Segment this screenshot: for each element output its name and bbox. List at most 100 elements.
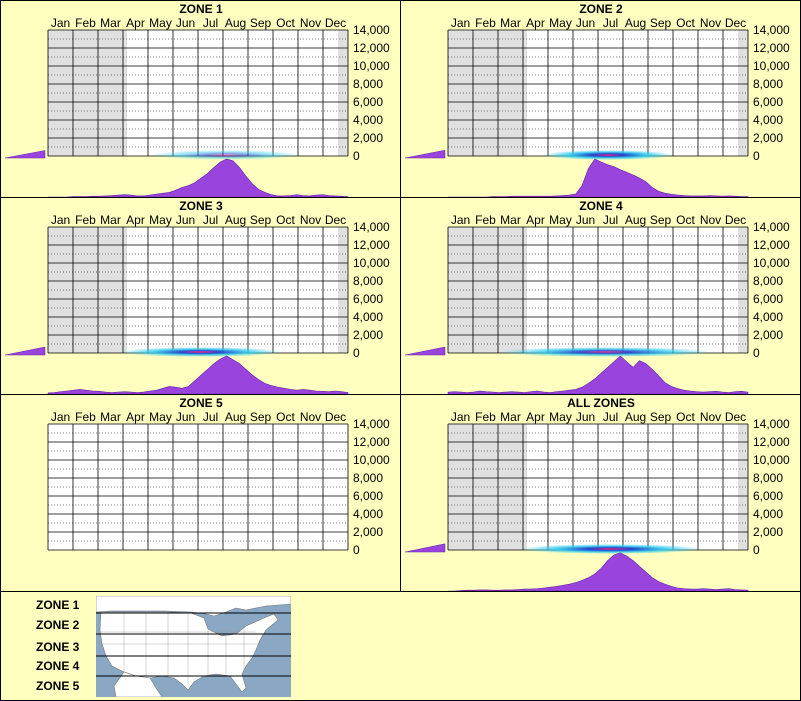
chart-panel-svg: ZONE 4 Jan Feb Mar Apr May Jun Jul Aug Sep Oct Nov D… — [404, 199, 790, 394]
month-label: Jan — [51, 16, 70, 30]
month-label: Aug — [225, 213, 246, 227]
chart-panels: ZONE 1 Jan Feb Mar Apr May Jun Jul Aug Sep Oct Nov D… — [0, 0, 801, 592]
y-tick-label: 12,000 — [353, 435, 390, 449]
y-tick-label: 0 — [753, 346, 760, 360]
y-tick-label: 0 — [753, 149, 760, 163]
month-label: Oct — [676, 410, 695, 424]
left-area — [4, 346, 46, 356]
month-label: Sep — [650, 16, 672, 30]
y-tick-label: 10,000 — [353, 256, 390, 270]
chart-panel-svg: ALL ZONES Jan Feb Mar Apr May Jun Jul Aug Sep Oct N… — [404, 396, 790, 591]
left-area — [4, 150, 46, 159]
y-tick-label: 0 — [353, 149, 360, 163]
month-label: Aug — [225, 410, 246, 424]
zone-map-image — [96, 596, 291, 697]
panel-title: ALL ZONES — [567, 396, 635, 410]
month-label: Mar — [100, 16, 121, 30]
month-label: Feb — [475, 410, 496, 424]
month-label: Oct — [276, 410, 295, 424]
chart-panel-3: ZONE 3 Jan Feb Mar Apr May Jun Jul Aug Sep Oct Nov D… — [0, 197, 401, 395]
chart-panel-2: ZONE 2 Jan Feb Mar Apr May Jun Jul Aug Sep Oct Nov D… — [400, 0, 801, 198]
month-label: Apr — [126, 410, 145, 424]
y-tick-label: 4,000 — [353, 507, 383, 521]
y-tick-label: 10,000 — [353, 59, 390, 73]
density-area — [447, 355, 749, 394]
month-label: Jun — [576, 410, 595, 424]
month-label: Aug — [225, 16, 246, 30]
y-tick-label: 12,000 — [753, 41, 790, 55]
y-tick-label: 6,000 — [753, 292, 783, 306]
month-label: Jul — [203, 410, 218, 424]
chart-panel-1: ZONE 1 Jan Feb Mar Apr May Jun Jul Aug Sep Oct Nov D… — [0, 0, 401, 198]
y-tick-label: 14,000 — [753, 23, 790, 37]
month-label: Nov — [700, 410, 721, 424]
month-label: Mar — [100, 410, 121, 424]
month-label: Jan — [51, 213, 70, 227]
month-label: May — [549, 16, 572, 30]
y-tick-label: 2,000 — [353, 525, 383, 539]
y-tick-label: 14,000 — [353, 23, 390, 37]
y-tick-label: 4,000 — [353, 310, 383, 324]
heat-band — [120, 347, 281, 357]
y-tick-label: 6,000 — [753, 95, 783, 109]
month-label: Jan — [51, 410, 70, 424]
shaded-month — [73, 227, 98, 353]
chart-panel-svg: ZONE 2 Jan Feb Mar Apr May Jun Jul Aug Sep Oct Nov D… — [404, 2, 790, 197]
month-label: Mar — [500, 213, 521, 227]
month-label: Apr — [526, 16, 545, 30]
legend-zone-4-label: ZONE 4 — [36, 659, 80, 673]
month-label: Mar — [500, 410, 521, 424]
heat-band — [543, 150, 673, 160]
month-label: Feb — [475, 213, 496, 227]
month-label: Dec — [325, 16, 346, 30]
y-tick-label: 4,000 — [753, 310, 783, 324]
heat-band — [500, 347, 711, 357]
month-label: Feb — [75, 410, 96, 424]
month-label: Apr — [126, 16, 145, 30]
shaded-month — [73, 30, 98, 156]
month-label: Sep — [250, 16, 272, 30]
y-tick-label: 8,000 — [353, 77, 383, 91]
y-tick-label: 6,000 — [353, 292, 383, 306]
y-tick-label: 8,000 — [753, 471, 783, 485]
panel-title: ZONE 5 — [179, 396, 223, 410]
month-label: Jul — [603, 410, 618, 424]
y-tick-label: 10,000 — [353, 453, 390, 467]
panel-title: ZONE 1 — [179, 2, 223, 16]
month-label: Jun — [176, 410, 195, 424]
chart-panel-4: ZONE 4 Jan Feb Mar Apr May Jun Jul Aug Sep Oct Nov D… — [400, 197, 801, 395]
month-label: Apr — [526, 410, 545, 424]
y-tick-label: 2,000 — [753, 131, 783, 145]
map-canada — [96, 596, 291, 617]
month-label: Jul — [603, 213, 618, 227]
month-label: Jul — [603, 16, 618, 30]
y-tick-label: 8,000 — [753, 77, 783, 91]
y-tick-label: 10,000 — [753, 59, 790, 73]
month-label: Feb — [75, 213, 96, 227]
density-area — [448, 552, 749, 591]
month-label: May — [149, 410, 172, 424]
month-label: Dec — [325, 213, 346, 227]
y-tick-label: 0 — [353, 346, 360, 360]
panel-title: ZONE 4 — [579, 199, 623, 213]
panel-title: ZONE 3 — [179, 199, 223, 213]
month-label: Jan — [451, 213, 470, 227]
y-tick-label: 2,000 — [753, 328, 783, 342]
y-tick-label: 6,000 — [753, 489, 783, 503]
month-label: Oct — [676, 16, 695, 30]
month-label: Feb — [475, 16, 496, 30]
y-tick-label: 12,000 — [753, 238, 790, 252]
map-lake — [204, 618, 224, 630]
map-zone-boundaries — [96, 612, 291, 677]
legend-zone-1-label: ZONE 1 — [36, 598, 80, 612]
y-tick-label: 2,000 — [353, 328, 383, 342]
y-tick-label: 4,000 — [353, 113, 383, 127]
y-tick-label: 8,000 — [353, 274, 383, 288]
y-tick-label: 14,000 — [753, 417, 790, 431]
chart-panel-5: ZONE 5 Jan Feb Mar Apr May Jun Jul Aug Sep Oct Nov D… — [0, 394, 401, 592]
chart-panel-svg: ZONE 5 Jan Feb Mar Apr May Jun Jul Aug Sep Oct Nov D… — [47, 396, 390, 557]
left-area — [404, 346, 446, 356]
chart-panel-svg: ZONE 1 Jan Feb Mar Apr May Jun Jul Aug Sep Oct Nov D… — [4, 2, 390, 197]
y-tick-label: 14,000 — [353, 417, 390, 431]
month-label: May — [549, 213, 572, 227]
